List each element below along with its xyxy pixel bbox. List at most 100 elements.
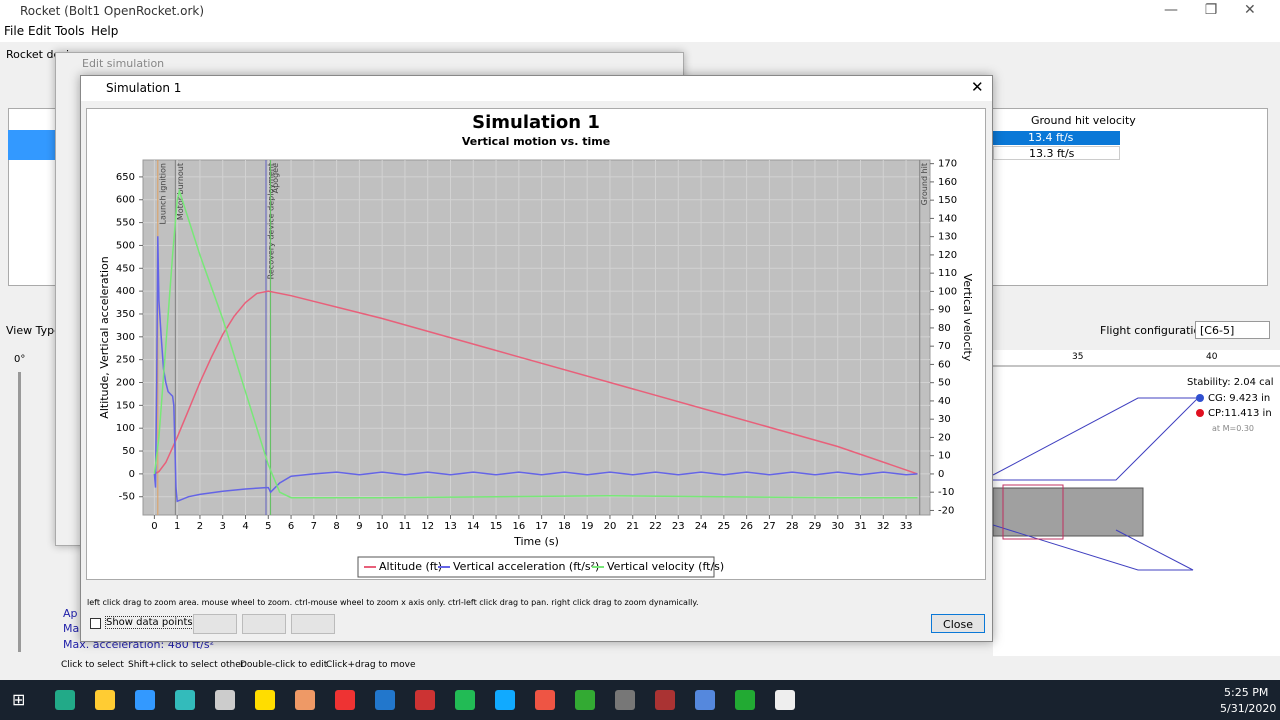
y2-tick-label: 90 <box>938 305 951 316</box>
taskbar-icon[interactable] <box>615 690 635 710</box>
cp: CP:11.413 in <box>1208 408 1272 419</box>
x-tick-label: 9 <box>356 521 362 532</box>
x-tick-label: 17 <box>535 521 548 532</box>
taskbar-icon[interactable] <box>55 690 75 710</box>
start-button[interactable]: ⊞ <box>12 690 26 709</box>
y-tick-label: 0 <box>129 469 135 480</box>
window-controls[interactable]: — ❐ ✕ <box>1164 2 1256 18</box>
y-tick-label: 600 <box>116 195 135 206</box>
taskbar-icon[interactable] <box>495 690 515 710</box>
zoom-button[interactable] <box>291 614 335 634</box>
cg-marker <box>1196 394 1204 402</box>
y-tick-label: 150 <box>116 400 135 411</box>
taskbar <box>0 680 1280 720</box>
y2-tick-label: 0 <box>938 469 944 480</box>
x-tick-label: 12 <box>421 521 434 532</box>
close-button[interactable]: Close <box>931 614 985 633</box>
checkbox[interactable] <box>90 618 101 629</box>
y-axis-label: Altitude, Vertical acceleration <box>98 256 111 418</box>
legend-box <box>357 556 715 578</box>
x-tick-label: 5 <box>265 521 271 532</box>
x-tick-label: 11 <box>399 521 412 532</box>
x-tick-label: 25 <box>717 521 730 532</box>
taskbar-icon[interactable] <box>95 690 115 710</box>
menu-file[interactable]: File <box>4 24 25 38</box>
taskbar-icon[interactable] <box>335 690 355 710</box>
x-tick-label: 4 <box>242 521 248 532</box>
event-label: Apogee <box>271 163 280 193</box>
x-tick-label: 0 <box>151 521 157 532</box>
x-axis-label: Time (s) <box>513 535 559 548</box>
menu-help[interactable]: Help <box>91 24 119 38</box>
rocket-drawing <box>993 365 1280 571</box>
x-tick-label: 13 <box>444 521 457 532</box>
x-tick-label: 18 <box>558 521 571 532</box>
body-tube <box>993 487 1144 537</box>
edit-dialog-title: Edit simulation <box>82 57 165 70</box>
x-tick-label: 6 <box>288 521 294 532</box>
taskbar-icon[interactable] <box>135 690 155 710</box>
stability: Stability: 2.04 cal <box>1187 377 1274 388</box>
x-tick-label: 30 <box>831 521 844 532</box>
taskbar-icon[interactable] <box>215 690 235 710</box>
slider[interactable] <box>18 372 21 652</box>
sim-dialog-titlebar <box>81 76 992 101</box>
taskbar-icon[interactable] <box>695 690 715 710</box>
y-tick-label: 550 <box>116 218 135 229</box>
table-row[interactable]: 13.4 ft/s <box>993 131 1120 145</box>
x-tick-label: 2 <box>197 521 203 532</box>
clock-time: 5:25 PM <box>1224 686 1269 699</box>
cp-marker <box>1196 409 1204 417</box>
y-tick-label: -50 <box>119 492 135 503</box>
zoom-button[interactable] <box>242 614 286 634</box>
x-tick-label: 10 <box>376 521 389 532</box>
y2-tick-label: 110 <box>938 268 957 279</box>
y2-tick-label: 100 <box>938 286 957 297</box>
y2-tick-label: 140 <box>938 213 957 224</box>
fin <box>993 397 1200 481</box>
y2-tick-label: 160 <box>938 177 957 188</box>
taskbar-icon[interactable] <box>415 690 435 710</box>
status: Click+drag to move <box>326 660 416 670</box>
legend-label: Vertical acceleration (ft/s²) <box>453 560 599 573</box>
taskbar-icon[interactable] <box>375 690 395 710</box>
ruler-label: 40 <box>1206 352 1218 362</box>
chart-title: Simulation 1 <box>472 112 600 133</box>
taskbar-icon[interactable] <box>735 690 755 710</box>
taskbar-icon[interactable] <box>575 690 595 710</box>
sim-dialog-title: Simulation 1 <box>106 81 182 95</box>
status: Shift+click to select other <box>128 660 245 670</box>
flight-config-select[interactable]: [C6-5] <box>1195 321 1270 339</box>
y-tick-label: 100 <box>116 423 135 434</box>
y-tick-label: 500 <box>116 240 135 251</box>
table-row[interactable]: 13.3 ft/s <box>993 146 1120 160</box>
summary: Ma <box>63 622 80 635</box>
help-text: left click drag to zoom area. mouse whee… <box>87 598 699 607</box>
mach: at M=0.30 <box>1212 424 1254 433</box>
y2-tick-label: 10 <box>938 451 951 462</box>
checkbox-label[interactable]: Show data points <box>105 616 194 629</box>
x-tick-label: 31 <box>854 521 867 532</box>
dialog-close-x[interactable]: ✕ <box>971 78 984 96</box>
taskbar-icon[interactable] <box>775 690 795 710</box>
series-line <box>154 290 918 475</box>
taskbar-icon[interactable] <box>535 690 555 710</box>
x-tick-label: 20 <box>604 521 617 532</box>
taskbar-icon[interactable] <box>255 690 275 710</box>
y-tick-label: 50 <box>122 446 135 457</box>
y2-tick-label: -10 <box>938 487 954 498</box>
taskbar-icon[interactable] <box>455 690 475 710</box>
x-tick-label: 8 <box>333 521 339 532</box>
menu-tools[interactable]: Tools <box>55 24 85 38</box>
taskbar-icon[interactable] <box>175 690 195 710</box>
zoom-button[interactable] <box>193 614 237 634</box>
window-title: Rocket (Bolt1 OpenRocket.ork) <box>20 4 205 18</box>
taskbar-icon[interactable] <box>655 690 675 710</box>
fin <box>993 524 1194 571</box>
taskbar-icon[interactable] <box>295 690 315 710</box>
menu-edit[interactable]: Edit <box>28 24 52 38</box>
y2-tick-label: 60 <box>938 359 951 370</box>
y-tick-label: 450 <box>116 263 135 274</box>
y-tick-label: 650 <box>116 172 135 183</box>
